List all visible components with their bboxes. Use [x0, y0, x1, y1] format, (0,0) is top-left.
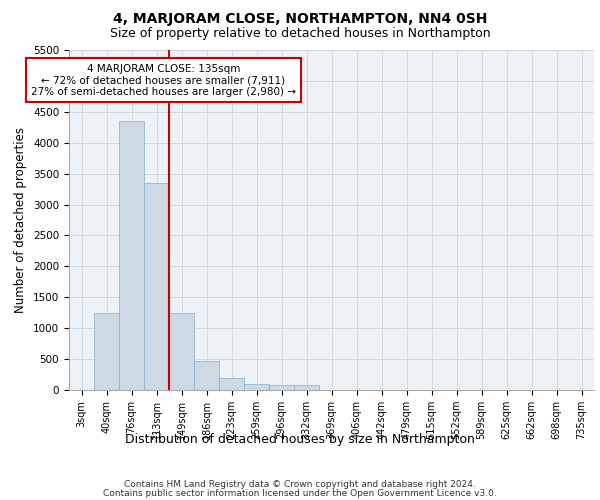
Text: Contains HM Land Registry data © Crown copyright and database right 2024.: Contains HM Land Registry data © Crown c… — [124, 480, 476, 489]
Text: 4 MARJORAM CLOSE: 135sqm
← 72% of detached houses are smaller (7,911)
27% of sem: 4 MARJORAM CLOSE: 135sqm ← 72% of detach… — [31, 64, 296, 97]
Bar — [269, 386, 294, 390]
Text: Size of property relative to detached houses in Northampton: Size of property relative to detached ho… — [110, 28, 490, 40]
Bar — [219, 378, 244, 390]
Text: 4, MARJORAM CLOSE, NORTHAMPTON, NN4 0SH: 4, MARJORAM CLOSE, NORTHAMPTON, NN4 0SH — [113, 12, 487, 26]
Bar — [294, 386, 319, 390]
Bar — [119, 121, 144, 390]
Bar — [169, 312, 194, 390]
Text: Distribution of detached houses by size in Northampton: Distribution of detached houses by size … — [125, 432, 475, 446]
Bar — [94, 312, 119, 390]
Text: Contains public sector information licensed under the Open Government Licence v3: Contains public sector information licen… — [103, 488, 497, 498]
Bar — [194, 360, 219, 390]
Y-axis label: Number of detached properties: Number of detached properties — [14, 127, 28, 313]
Bar — [144, 183, 169, 390]
Bar — [244, 384, 269, 390]
